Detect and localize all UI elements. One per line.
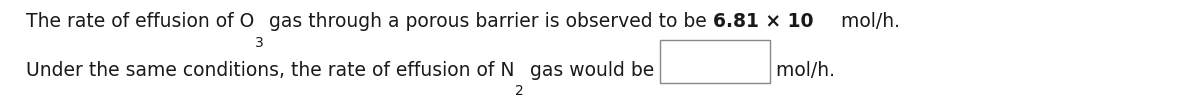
Text: mol/h.: mol/h.	[770, 61, 835, 80]
FancyBboxPatch shape	[660, 40, 770, 83]
Text: mol/h.: mol/h.	[835, 12, 900, 31]
Text: Under the same conditions, the rate of effusion of N: Under the same conditions, the rate of e…	[26, 61, 515, 80]
Text: The rate of effusion of O: The rate of effusion of O	[26, 12, 254, 31]
Text: 3: 3	[254, 36, 264, 50]
Text: 6.81 × 10: 6.81 × 10	[713, 12, 814, 31]
Text: gas through a porous barrier is observed to be: gas through a porous barrier is observed…	[264, 12, 713, 31]
Text: −4: −4	[814, 0, 835, 3]
Text: 2: 2	[515, 84, 523, 97]
Text: gas would be: gas would be	[523, 61, 660, 80]
